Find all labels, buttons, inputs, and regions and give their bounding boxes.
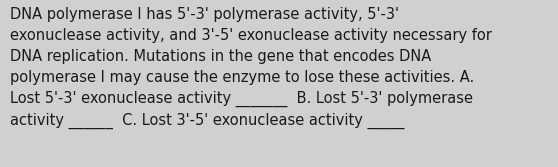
Text: DNA polymerase I has 5'-3' polymerase activity, 5'-3'
exonuclease activity, and : DNA polymerase I has 5'-3' polymerase ac… [10,7,492,129]
